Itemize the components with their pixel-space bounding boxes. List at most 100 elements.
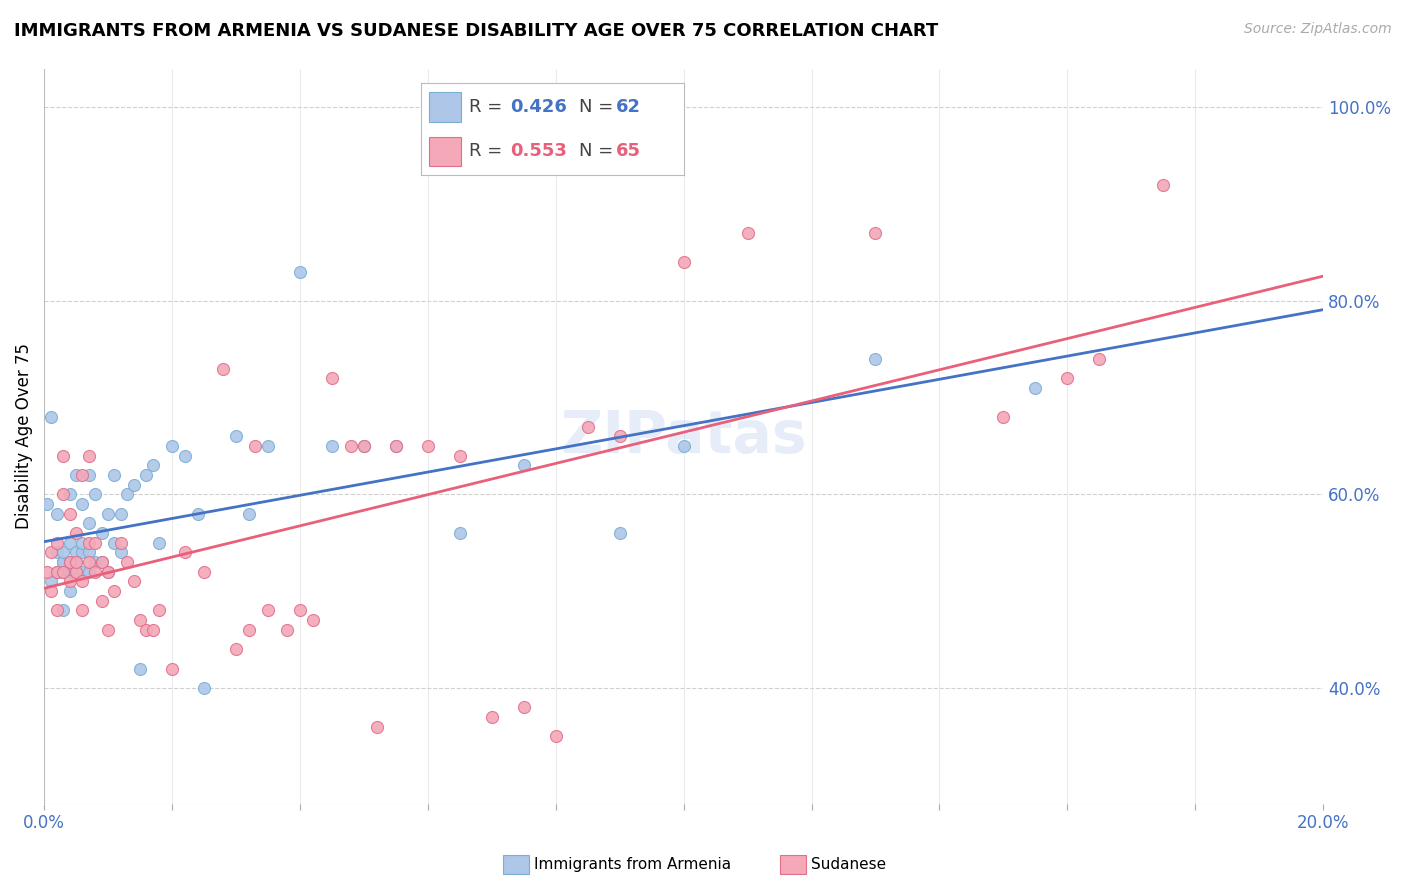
Point (321, 371, 343, 385)
Point (225, 429, 247, 443)
Point (97, 565, 120, 579)
Point (193, 565, 215, 579)
Point (52, 565, 75, 579)
Point (142, 458, 165, 473)
Point (544, 729, 567, 743)
Point (65, 545, 87, 559)
Point (257, 603, 280, 617)
Point (52, 555, 75, 569)
Point (52, 449, 75, 463)
Point (77, 535, 100, 549)
Point (72, 603, 94, 617)
Point (122, 477, 145, 491)
Point (865, 351, 887, 366)
Point (97, 623, 120, 637)
Point (65, 467, 87, 482)
Point (59, 507, 82, 521)
Point (77, 565, 100, 579)
Point (173, 449, 195, 463)
Point (288, 603, 311, 617)
Point (117, 555, 139, 569)
Point (609, 429, 631, 443)
Point (160, 661, 183, 675)
Point (238, 623, 260, 637)
Point (385, 439, 408, 453)
Point (72, 545, 94, 559)
Point (65, 565, 87, 579)
Point (103, 535, 125, 549)
Point (52, 603, 75, 617)
Point (103, 584, 125, 599)
Point (340, 439, 363, 453)
Point (129, 613, 152, 627)
Point (276, 623, 298, 637)
Point (353, 439, 375, 453)
Point (110, 507, 132, 521)
Point (993, 409, 1015, 424)
Point (65, 555, 87, 569)
Point (90, 555, 112, 569)
Text: ZIPatas: ZIPatas (561, 408, 807, 465)
Point (416, 439, 439, 453)
Text: IMMIGRANTS FROM ARMENIA VS SUDANESE DISABILITY AGE OVER 75 CORRELATION CHART: IMMIGRANTS FROM ARMENIA VS SUDANESE DISA… (14, 22, 938, 40)
Point (110, 535, 132, 549)
Point (1088, 351, 1111, 366)
Point (84, 555, 107, 569)
Point (39, 584, 62, 599)
Point (90, 526, 112, 541)
Point (148, 535, 170, 549)
Point (77, 545, 100, 559)
Point (238, 507, 260, 521)
Point (37, 565, 59, 579)
Point (513, 700, 536, 714)
Point (110, 545, 132, 559)
Point (59, 565, 82, 579)
Point (576, 419, 599, 434)
Point (59, 574, 82, 589)
Point (59, 584, 82, 599)
Point (72, 574, 94, 589)
Point (59, 535, 82, 549)
Point (481, 710, 503, 724)
Point (77, 555, 100, 569)
Point (865, 226, 887, 240)
Point (72, 565, 94, 579)
Point (609, 526, 631, 541)
Point (90, 555, 112, 569)
Point (45, 535, 67, 549)
Point (52, 545, 75, 559)
Point (135, 467, 157, 482)
Point (39, 545, 62, 559)
Point (59, 565, 82, 579)
Point (148, 603, 170, 617)
Point (84, 487, 107, 501)
Point (173, 545, 195, 559)
Point (72, 497, 94, 511)
Point (77, 449, 100, 463)
Point (288, 265, 311, 279)
Point (65, 565, 87, 579)
Point (321, 439, 343, 453)
Point (52, 487, 75, 501)
Point (97, 507, 120, 521)
Point (59, 555, 82, 569)
Point (193, 681, 215, 695)
Point (39, 409, 62, 424)
Point (39, 574, 62, 589)
Y-axis label: Disability Age Over 75: Disability Age Over 75 (15, 343, 32, 529)
Point (37, 497, 59, 511)
Point (672, 439, 695, 453)
Point (45, 507, 67, 521)
Point (225, 642, 247, 657)
Point (122, 574, 145, 589)
Point (737, 226, 759, 240)
Point (1056, 371, 1078, 385)
Point (385, 439, 408, 453)
Point (672, 255, 695, 269)
Point (142, 623, 165, 637)
Point (52, 565, 75, 579)
Text: Immigrants from Armenia: Immigrants from Armenia (534, 857, 731, 871)
Point (84, 535, 107, 549)
Point (45, 603, 67, 617)
Point (45, 565, 67, 579)
